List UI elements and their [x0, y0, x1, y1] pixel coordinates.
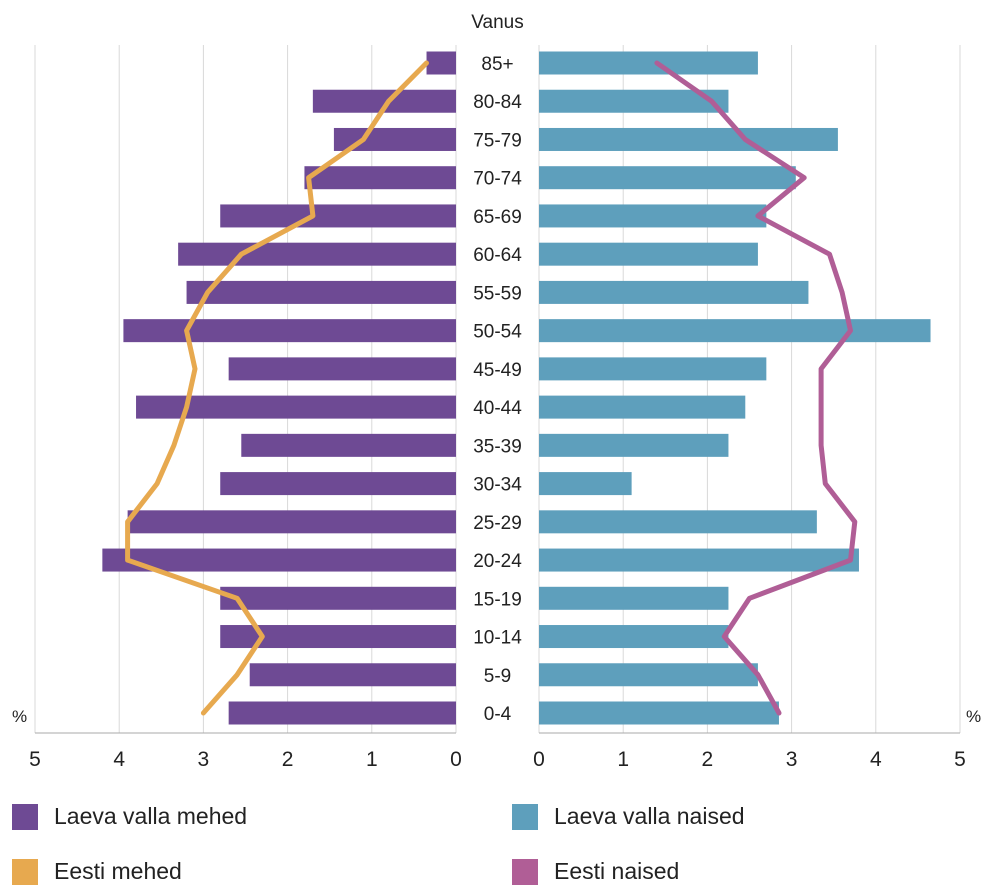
bar-male-55-59 — [186, 280, 456, 304]
category-label-85+: 85+ — [481, 54, 513, 75]
bar-female-85+ — [539, 51, 758, 75]
category-label-20-24: 20-24 — [473, 551, 522, 572]
tick-label-right: 4 — [870, 748, 882, 771]
category-label-80-84: 80-84 — [473, 92, 522, 113]
bar-female-70-74 — [539, 166, 796, 190]
legend-label-eesti-naised: Eesti naised — [554, 858, 680, 884]
tick-label-right: 2 — [702, 748, 714, 771]
bar-male-0-4 — [228, 701, 456, 725]
bar-male-60-64 — [178, 242, 456, 266]
category-label-35-39: 35-39 — [473, 436, 522, 457]
tick-label-right: 1 — [617, 748, 629, 771]
tick-label-left: 1 — [366, 748, 378, 771]
category-label-30-34: 30-34 — [473, 475, 522, 496]
category-label-50-54: 50-54 — [473, 322, 522, 343]
legend-swatch-eesti-naised — [512, 858, 538, 885]
bar-male-85+ — [426, 51, 456, 75]
bar-female-20-24 — [539, 548, 859, 572]
category-label-75-79: 75-79 — [473, 130, 522, 151]
bar-female-30-34 — [539, 472, 632, 496]
bar-male-80-84 — [312, 89, 456, 113]
legend-swatch-eesti-mehed — [12, 858, 38, 885]
bar-female-60-64 — [539, 242, 758, 266]
bar-female-55-59 — [539, 280, 809, 304]
legend-item-eesti-mehed: Eesti mehed — [12, 858, 182, 885]
legend-item-laeva-valla-naised: Laeva valla naised — [512, 803, 745, 830]
category-label-55-59: 55-59 — [473, 283, 522, 304]
tick-label-right: 5 — [954, 748, 966, 771]
bar-male-65-69 — [220, 204, 456, 228]
bar-female-0-4 — [539, 701, 779, 725]
legend-label-eesti-mehed: Eesti mehed — [54, 858, 182, 884]
bar-male-30-34 — [220, 472, 456, 496]
bar-male-70-74 — [304, 166, 456, 190]
bar-female-35-39 — [539, 433, 729, 457]
category-label-45-49: 45-49 — [473, 360, 522, 381]
line-eesti-naised — [654, 60, 858, 716]
legend-swatch-laeva-valla-mehed — [12, 803, 38, 830]
population-pyramid-chart: 0-4 5-9 10-14 15-19 20-24 25-29 30-34 35-39 40-4… — [12, 12, 981, 771]
bar-male-20-24 — [102, 548, 457, 572]
bar-female-10-14 — [539, 625, 729, 649]
chart-title: Vanus — [471, 12, 523, 33]
bar-female-40-44 — [539, 395, 746, 419]
category-label-0-4: 0-4 — [484, 704, 512, 725]
legend-label-laeva-valla-mehed: Laeva valla mehed — [54, 803, 248, 829]
legend-item-eesti-naised: Eesti naised — [512, 858, 679, 885]
tick-label-left: 0 — [450, 748, 462, 771]
bar-male-25-29 — [127, 510, 457, 534]
tick-label-left: 5 — [29, 748, 41, 771]
legend-item-laeva-valla-mehed: Laeva valla mehed — [12, 803, 247, 830]
bar-female-50-54 — [539, 319, 931, 343]
bar-male-50-54 — [123, 319, 456, 343]
tick-label-left: 2 — [282, 748, 294, 771]
bar-female-5-9 — [539, 663, 758, 687]
unit-label-left: % — [12, 707, 27, 726]
bar-female-25-29 — [539, 510, 817, 534]
category-label-70-74: 70-74 — [473, 169, 522, 190]
category-label-40-44: 40-44 — [473, 398, 522, 419]
category-label-15-19: 15-19 — [473, 589, 522, 610]
legend-label-laeva-valla-naised: Laeva valla naised — [554, 803, 745, 829]
bar-male-10-14 — [220, 625, 456, 649]
line-eesti-mehed — [125, 60, 429, 716]
bar-male-5-9 — [249, 663, 456, 687]
bar-male-45-49 — [228, 357, 456, 381]
tick-label-right: 0 — [533, 748, 545, 771]
category-label-10-14: 10-14 — [473, 628, 522, 649]
tick-label-left: 3 — [198, 748, 210, 771]
category-label-25-29: 25-29 — [473, 513, 522, 534]
category-label-60-64: 60-64 — [473, 245, 522, 266]
category-label-65-69: 65-69 — [473, 207, 522, 228]
bar-female-15-19 — [539, 586, 729, 610]
tick-label-left: 4 — [113, 748, 125, 771]
tick-label-right: 3 — [786, 748, 798, 771]
bar-male-15-19 — [220, 586, 456, 610]
bar-female-75-79 — [539, 127, 838, 151]
bar-female-45-49 — [539, 357, 767, 381]
unit-label-right: % — [966, 707, 981, 726]
legend-swatch-laeva-valla-naised — [512, 803, 538, 830]
category-label-5-9: 5-9 — [484, 666, 511, 687]
bar-male-35-39 — [241, 433, 456, 457]
bar-male-40-44 — [136, 395, 457, 419]
bar-female-80-84 — [539, 89, 729, 113]
bar-female-65-69 — [539, 204, 767, 228]
